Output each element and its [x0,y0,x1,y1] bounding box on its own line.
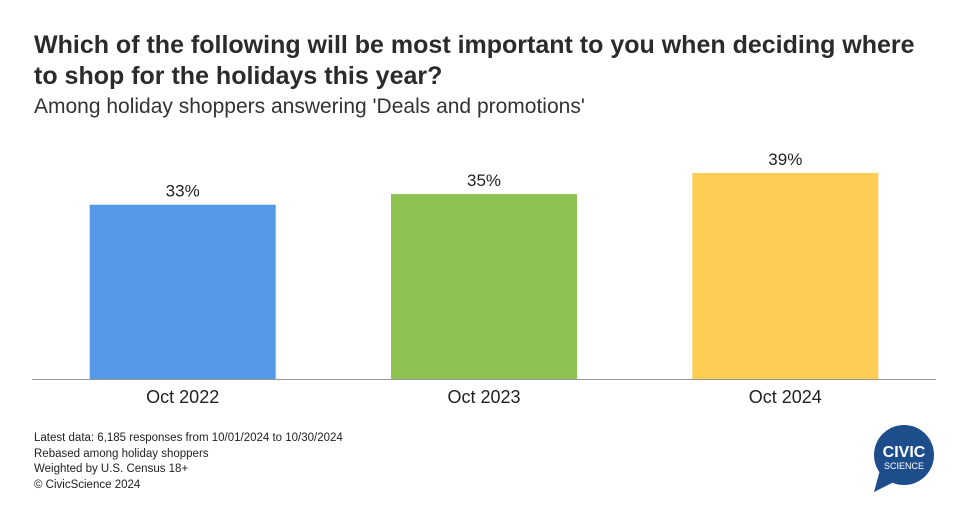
data-label: 39% [768,150,802,169]
footnote-line: Weighted by U.S. Census 18+ [34,463,189,475]
footnote-line: © CivicScience 2024 [34,478,141,491]
data-label: 35% [467,171,501,190]
footnote-line: Rebased among holiday shoppers [34,447,209,460]
footnotes: Latest data: 6,185 responses from 10/01/… [34,431,343,493]
x-tick-label: Oct 2024 [749,387,822,407]
chart-subtitle: Among holiday shoppers answering 'Deals … [34,95,585,118]
logo-bubble-tail [874,470,896,492]
bar-oct-2023 [391,194,577,379]
bar-oct-2022 [89,204,276,379]
logo-text-science: SCIENCE [884,461,924,471]
civicscience-logo: CIVIC SCIENCE [874,425,934,492]
x-tick-label: Oct 2023 [447,387,520,407]
data-label: 33% [166,182,200,201]
x-tick-label: Oct 2022 [146,387,219,407]
logo-bubble [874,425,934,485]
labels-group: 33% Oct 2022 35% Oct 2023 39% Oct 2024 [146,150,822,407]
chart-title: Which of the following will be most impo… [34,31,915,90]
bar-oct-2024 [692,173,879,379]
bars-group [89,173,879,379]
logo-text-civic: CIVIC [883,444,926,461]
footnote-line: Latest data: 6,185 responses from 10/01/… [34,432,343,444]
